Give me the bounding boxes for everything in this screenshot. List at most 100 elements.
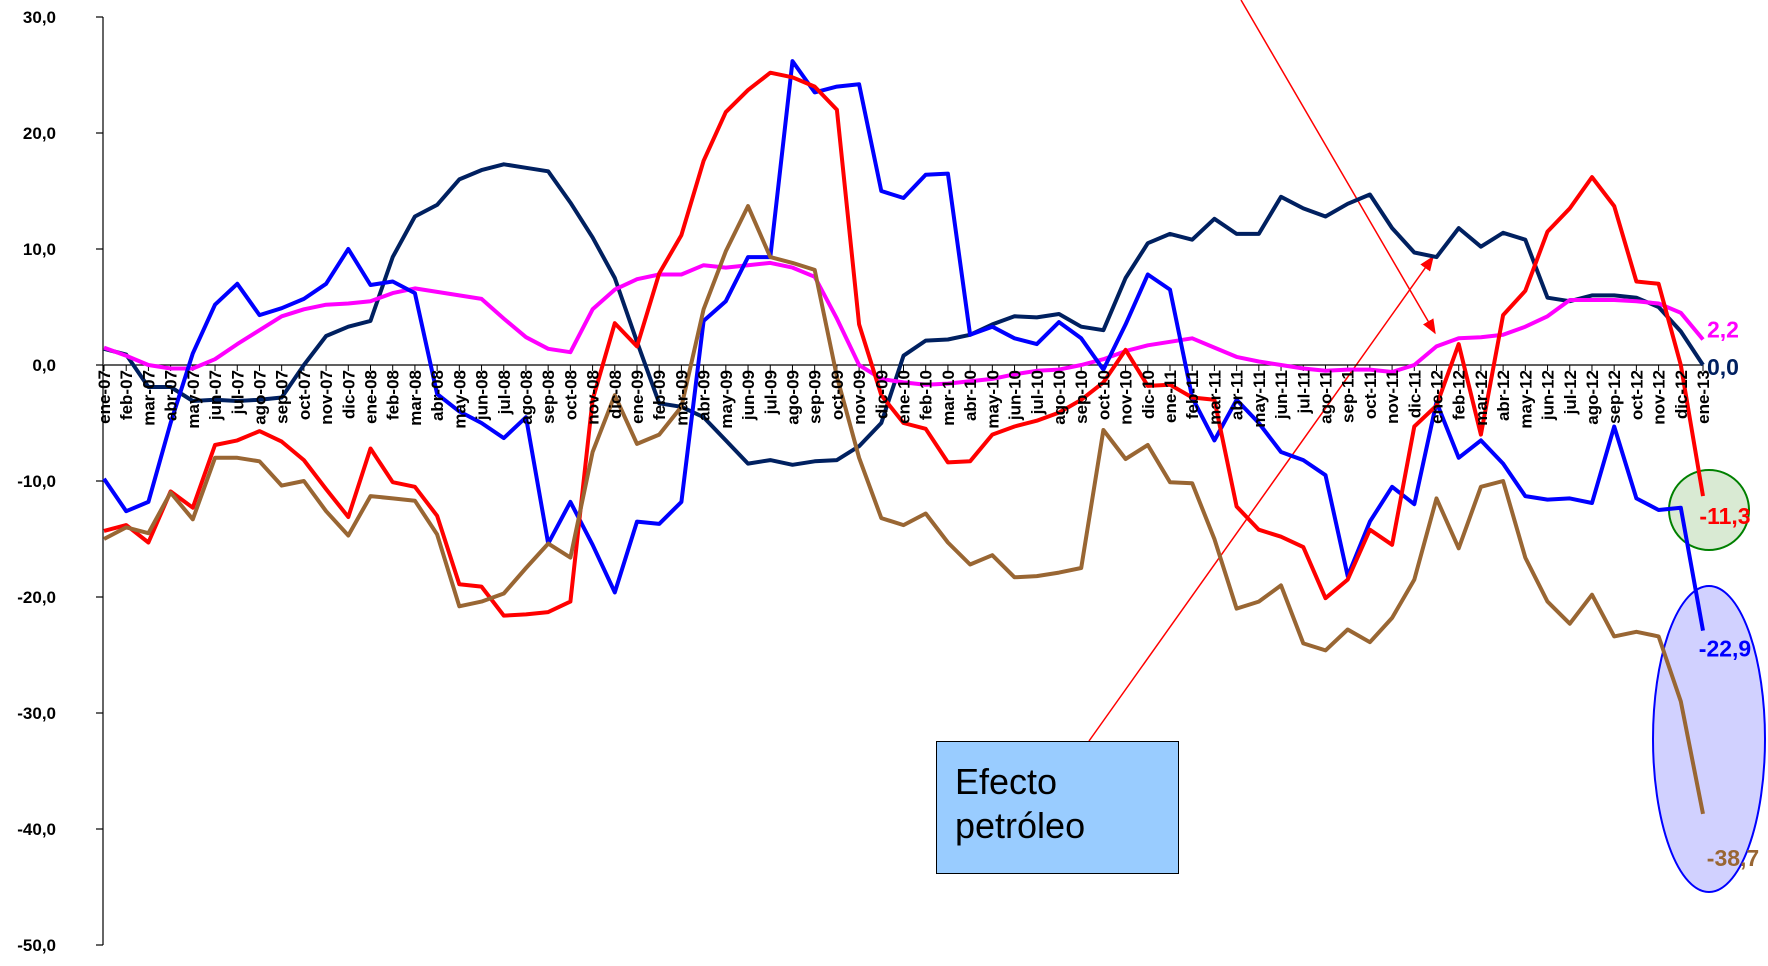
x-tick-label: mar-10: [939, 370, 958, 426]
x-tick-label: oct-12: [1627, 370, 1646, 420]
x-tick-label: oct-08: [561, 370, 580, 420]
x-tick-label: may-11: [1250, 370, 1269, 428]
value-label: -11,3: [1699, 503, 1750, 529]
x-tick-label: ene-07: [95, 370, 114, 424]
x-tick-label: feb-11: [1183, 370, 1202, 419]
annotation-arrow: [1088, 255, 1434, 742]
x-tick-label: nov-11: [1383, 370, 1402, 424]
series-line: [102, 59, 1705, 631]
x-tick-label: jul-12: [1561, 370, 1580, 415]
x-tick-label: abr-12: [1494, 370, 1513, 421]
x-tick-label: ago-12: [1583, 370, 1602, 425]
x-tick-label: jun-08: [473, 370, 492, 421]
x-tick-label: nov-09: [850, 370, 869, 425]
x-tick-label: mar-08: [406, 370, 425, 426]
x-tick-label: abr-11: [1228, 370, 1247, 420]
x-tick-label: dic-10: [1139, 370, 1158, 419]
axes: [96, 16, 1704, 946]
x-tick-label: ago-07: [250, 370, 269, 425]
y-tick-label: -40,0: [17, 820, 56, 839]
x-tick-label: ago-08: [517, 370, 536, 425]
annotation-arrow: [1240, 0, 1436, 335]
x-tick-label: nov-07: [317, 370, 336, 425]
x-tick-label: ene-11: [1161, 370, 1180, 423]
series-line: [103, 260, 1705, 387]
x-tick-label: dic-09: [872, 370, 891, 419]
y-tick-label: -50,0: [17, 936, 56, 955]
value-label: 0,0: [1707, 354, 1739, 380]
x-tick-label: may-07: [184, 370, 203, 429]
x-tick-label: sep-09: [806, 370, 825, 424]
x-tick-label: mar-09: [672, 370, 691, 426]
x-tick-label: feb-09: [650, 370, 669, 420]
x-tick-label: nov-12: [1650, 370, 1669, 425]
y-tick-label: -10,0: [17, 472, 56, 491]
x-tick-label: feb-08: [384, 370, 403, 420]
y-tick-label: -30,0: [17, 704, 56, 723]
x-tick-label: jul-10: [1028, 370, 1047, 415]
x-tick-label: abr-09: [695, 370, 714, 421]
x-tick-label: abr-10: [961, 370, 980, 421]
x-tick-label: mar-07: [139, 370, 158, 426]
x-tick-label: abr-08: [428, 370, 447, 421]
x-tick-label: ene-08: [362, 370, 381, 424]
value-label: -38,7: [1707, 845, 1759, 871]
annotation-box: Efecto petróleo: [936, 741, 1179, 874]
x-tick-label: ene-09: [628, 370, 647, 424]
x-tick-label: abr-07: [162, 370, 181, 421]
x-tick-label: mar-12: [1472, 370, 1491, 426]
x-tick-label: jul-07: [228, 370, 247, 415]
x-tick-label: feb-12: [1450, 370, 1469, 420]
x-tick-label: feb-10: [917, 370, 936, 420]
x-tick-label: oct-11: [1361, 370, 1380, 419]
x-tick-label: mar-11: [1205, 370, 1224, 425]
x-tick-label: sep-07: [273, 370, 292, 424]
x-tick-label: oct-07: [295, 370, 314, 420]
x-tick-label: jul-11: [1294, 370, 1313, 414]
series-line: [103, 204, 1705, 815]
x-tick-label: jun-10: [1006, 370, 1025, 421]
x-tick-label: jun-11: [1272, 370, 1291, 420]
x-tick-label: nov-08: [584, 370, 603, 425]
x-tick-label: sep-08: [539, 370, 558, 424]
x-tick-label: jul-08: [495, 370, 514, 415]
x-tick-label: may-09: [717, 370, 736, 429]
x-tick-label: jun-07: [206, 370, 225, 421]
x-tick-label: may-12: [1516, 370, 1535, 429]
x-tick-label: ago-10: [1050, 370, 1069, 425]
x-tick-label: ago-11: [1316, 370, 1335, 424]
x-tick-label: oct-10: [1094, 370, 1113, 420]
labels: -50,0 -40,0 -30,0 -20,0 -10,0 0,0 10,0 20,0 30,0…: [17, 8, 1759, 955]
y-tick-label: 0,0: [32, 356, 56, 375]
x-tick-label: jul-09: [761, 370, 780, 415]
x-tick-label: sep-10: [1072, 370, 1091, 424]
x-tick-label: jun-09: [739, 370, 758, 421]
x-tick-label: sep-11: [1339, 370, 1358, 423]
y-tick-label: 20,0: [23, 124, 56, 143]
x-tick-label: feb-07: [117, 370, 136, 420]
series-line: [103, 162, 1705, 467]
series-line: [103, 70, 1705, 618]
y-tick-label: 30,0: [23, 8, 56, 27]
x-tick-label: may-10: [983, 370, 1002, 429]
value-label: 2,2: [1707, 316, 1739, 342]
highlight-ellipse: [1652, 585, 1766, 893]
x-tick-label: dic-12: [1672, 370, 1691, 419]
x-tick-label: dic-08: [606, 370, 625, 419]
lines: [102, 59, 1705, 815]
value-label: -22,9: [1699, 636, 1751, 662]
x-tick-label: dic-11: [1405, 370, 1424, 418]
x-tick-label: ene-10: [895, 370, 914, 424]
x-tick-label: may-08: [450, 370, 469, 429]
x-tick-label: nov-10: [1117, 370, 1136, 425]
x-tick-label: dic-07: [339, 370, 358, 419]
y-tick-label: 10,0: [23, 240, 56, 259]
x-tick-label: oct-09: [828, 370, 847, 420]
x-tick-label: sep-12: [1605, 370, 1624, 424]
x-tick-label: ene-12: [1428, 370, 1447, 424]
x-tick-label: ago-09: [783, 370, 802, 425]
x-tick-label: ene-13: [1694, 370, 1713, 424]
y-tick-label: -20,0: [17, 588, 56, 607]
